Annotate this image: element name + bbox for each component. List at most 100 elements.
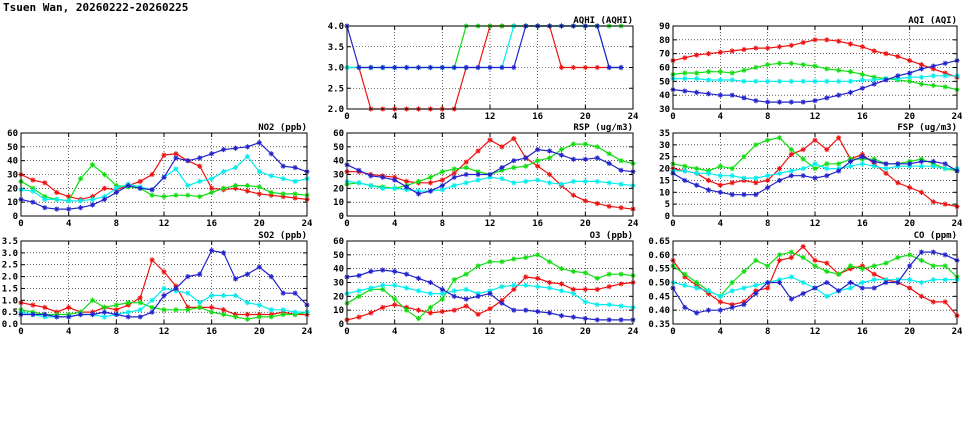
data-point-stroke [812,98,818,103]
data-point-stroke [682,76,688,81]
data-point-stroke [718,299,723,305]
data-point [499,284,505,290]
series-day4 [670,249,960,316]
data-point-stroke [942,252,948,258]
data-point-stroke [571,179,576,184]
data-point-stroke [475,312,481,317]
data-point-stroke [487,65,493,70]
data-point [682,163,688,169]
data-point [836,288,842,294]
data-point-stroke [487,306,493,311]
data-point-stroke [836,168,841,174]
data-point-stroke [185,274,191,279]
data-point-stroke [269,151,274,156]
data-point-stroke [535,309,540,314]
x-tick-label: 16 [532,327,543,337]
data-point-stroke [883,280,889,285]
data-point [173,155,179,161]
data-point-stroke [137,314,143,320]
data-point-stroke [942,84,948,90]
data-point-stroke [789,61,794,66]
data-point-stroke [694,52,699,58]
data-point [883,161,889,167]
data-point [427,304,434,310]
data-point-stroke [942,166,948,171]
data-point [280,311,286,318]
data-point-stroke [475,148,481,154]
data-point-stroke [824,147,830,152]
data-point [89,162,96,168]
data-point [753,142,759,148]
data-point [268,151,274,157]
data-point [788,60,794,66]
data-point [570,64,577,71]
data-point [836,92,842,98]
data-point [788,173,794,179]
data-point-stroke [860,44,865,49]
data-point-stroke [682,272,688,277]
data-point-stroke [197,272,202,277]
data-point-stroke [280,176,286,181]
data-point-stroke [706,187,711,193]
data-point [765,263,771,269]
data-point-stroke [848,280,853,285]
data-point-stroke [824,280,830,285]
data-point [511,256,517,262]
data-point-stroke [404,307,409,313]
data-point-stroke [789,168,794,174]
data-point-stroke [257,140,262,145]
data-point-stroke [499,65,505,70]
data-point [918,189,925,195]
data-point-stroke [292,290,298,296]
data-point [89,297,96,303]
data-point [930,277,936,283]
data-point-stroke [149,172,155,177]
data-point-stroke [848,41,853,47]
data-point-stroke [706,288,711,293]
data-point-stroke [571,287,576,292]
data-point [741,154,747,160]
y-tick-label: 0.50 [648,279,670,289]
data-point-stroke [392,269,397,274]
data-point [546,155,553,161]
data-point [268,173,274,179]
chart-o3: 0 10 20 30 40 50 60 0 4 8 12 16 20 24 O3 (ppb) [333,231,639,337]
data-point [66,198,72,204]
y-tick-label: 20 [659,165,670,175]
y-tick-label: 40 [659,91,670,101]
data-point [220,292,227,299]
data-point [729,279,735,286]
data-point-stroke [269,314,274,320]
data-point-stroke [221,147,226,152]
data-point [836,168,842,174]
data-point-stroke [173,193,179,198]
data-point [185,307,191,313]
data-point [439,64,445,71]
data-point [594,200,600,207]
data-point [765,285,771,291]
data-point-stroke [416,191,421,197]
data-point-stroke [245,300,250,305]
data-point [137,178,143,185]
data-point [356,314,362,320]
data-point [77,311,84,318]
data-point-stroke [753,79,759,84]
data-point-stroke [137,179,143,184]
data-point [511,164,517,171]
data-point-stroke [907,75,912,80]
chart-title: SO2 (ppb) [258,231,307,241]
data-point-stroke [535,177,540,183]
data-point-stroke [571,157,576,162]
data-point [499,64,505,71]
data-point-stroke [729,180,735,185]
data-point [729,48,735,54]
data-point [149,304,155,310]
data-point [788,99,794,105]
data-point [570,141,577,147]
data-point [356,180,362,186]
x-tick-label: 12 [485,112,496,122]
data-point [392,282,398,288]
x-tick-label: 12 [159,327,170,337]
data-point-stroke [694,70,699,76]
data-point-stroke [535,252,540,258]
